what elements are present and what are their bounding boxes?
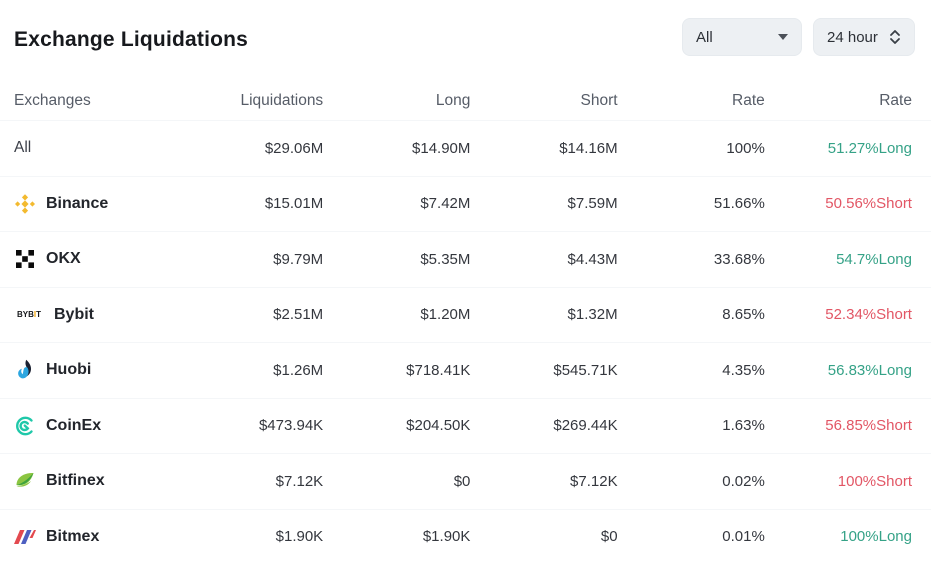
table-row-bitfinex[interactable]: Bitfinex $7.12K $0 $7.12K 0.02% 100%Shor… [0, 453, 931, 509]
exchange-name: Binance [46, 194, 109, 212]
caret-down-icon [778, 34, 788, 40]
rate-value: 51.66% [713, 195, 765, 213]
table-row-binance[interactable]: Binance $15.01M $7.42M $7.59M 51.66% 50.… [0, 175, 931, 232]
side-rate-value: 56.83%Long [827, 361, 912, 379]
long-value: $7.42M [420, 195, 471, 213]
huobi-logo-icon [14, 359, 36, 381]
spinner-updown-icon [889, 29, 901, 45]
binance-logo-icon [14, 193, 36, 215]
short-value: $269.44K [553, 417, 618, 435]
table-row-bitmex[interactable]: Bitmex $1.90K $1.90K $0 0.01% 100%Long [0, 508, 931, 565]
exchange-name: Bybit [54, 305, 94, 323]
bybit-logo-icon: BYBIT [16, 310, 41, 320]
exchange-name: Bitfinex [46, 472, 105, 490]
table-row-okx[interactable]: OKX $9.79M $5.35M $4.43M 33.68% 54.7%Lon… [0, 231, 931, 287]
long-value: $1.90K [422, 528, 471, 546]
rate-value: 33.68% [713, 250, 765, 268]
rate-value: 4.35% [722, 361, 765, 379]
liquidations-value: $1.26M [273, 361, 324, 379]
liquidations-value: $15.01M [264, 195, 324, 213]
exchange-cell: OKX [14, 248, 176, 270]
filter-controls: All 24 hour [682, 18, 915, 56]
bitmex-logo-icon [14, 526, 36, 548]
exchange-cell: All [14, 139, 176, 157]
side-rate-value: 50.56%Short [825, 195, 912, 213]
symbol-filter-dropdown[interactable]: All [682, 18, 802, 56]
symbol-filter-value: All [696, 28, 713, 46]
page-title: Exchange Liquidations [14, 28, 249, 51]
side-rate-value: 56.85%Short [825, 417, 912, 435]
short-value: $7.12K [570, 472, 618, 490]
liquidations-value: $2.51M [273, 306, 324, 324]
exchange-name: Bitmex [46, 527, 100, 545]
exchange-cell: CoinEx [14, 415, 176, 437]
short-value: $14.16M [559, 139, 618, 157]
liquidations-value: $29.06M [264, 139, 324, 157]
rate-value: 8.65% [722, 306, 765, 324]
side-rate-value: 100%Short [837, 472, 912, 490]
exchange-cell: Bitmex [14, 526, 176, 548]
period-filter-dropdown[interactable]: 24 hour [813, 18, 915, 56]
exchange-name: All [14, 139, 32, 157]
exchange-name: CoinEx [46, 416, 102, 434]
long-value: $718.41K [406, 361, 471, 379]
column-header-rate: Rate [732, 92, 765, 109]
side-rate-value: 100%Long [840, 528, 912, 546]
table-header-row: Exchanges Liquidations Long Short Rate Rate [0, 82, 931, 120]
rate-value: 100% [726, 139, 765, 157]
table-row-coinex[interactable]: CoinEx $473.94K $204.50K $269.44K 1.63% … [0, 397, 931, 454]
table-row-all[interactable]: All $29.06M $14.90M $14.16M 100% 51.27%L… [0, 120, 931, 176]
rate-value: 0.01% [722, 528, 765, 546]
okx-logo-icon [14, 248, 36, 270]
panel-header: Exchange Liquidations All 24 hour [0, 0, 931, 56]
table-row-bybit[interactable]: BYBIT Bybit $2.51M $1.20M $1.32M 8.65% 5… [0, 286, 931, 343]
short-value: $4.43M [567, 250, 618, 268]
coinex-logo-icon [14, 415, 36, 437]
long-value: $204.50K [406, 417, 471, 435]
exchange-name: Huobi [46, 361, 92, 379]
exchange-cell: Binance [14, 193, 176, 215]
column-header-long: Long [435, 92, 471, 109]
column-header-short: Short [580, 92, 618, 109]
exchange-cell: Huobi [14, 359, 176, 381]
short-value: $7.59M [567, 195, 618, 213]
short-value: $545.71K [553, 361, 618, 379]
liquidations-value: $7.12K [275, 472, 324, 490]
exchange-cell: Bitfinex [14, 470, 176, 492]
liquidations-table: Exchanges Liquidations Long Short Rate Rate A… [0, 82, 931, 564]
long-value: $1.20M [420, 306, 471, 324]
side-rate-value: 51.27%Long [827, 139, 912, 157]
rate-value: 0.02% [722, 472, 765, 490]
column-header-rate-side: Rate [879, 92, 912, 109]
short-value: $1.32M [567, 306, 618, 324]
period-filter-value: 24 hour [827, 28, 878, 46]
column-header-exchanges: Exchanges [14, 92, 91, 109]
table-row-huobi[interactable]: Huobi $1.26M $718.41K $545.71K 4.35% 56.… [0, 342, 931, 398]
rate-value: 1.63% [722, 417, 765, 435]
long-value: $0 [453, 472, 471, 490]
exchange-cell: BYBIT Bybit [14, 304, 176, 326]
liquidations-value: $473.94K [258, 417, 324, 435]
short-value: $0 [600, 528, 618, 546]
side-rate-value: 52.34%Short [825, 306, 912, 324]
liquidations-value: $1.90K [275, 528, 324, 546]
column-header-liquidations: Liquidations [240, 92, 324, 109]
exchange-name: OKX [46, 250, 81, 268]
long-value: $5.35M [420, 250, 471, 268]
liquidations-value: $9.79M [273, 250, 324, 268]
bitfinex-logo-icon [14, 470, 36, 492]
long-value: $14.90M [412, 139, 471, 157]
table-body: All $29.06M $14.90M $14.16M 100% 51.27%L… [0, 120, 931, 564]
side-rate-value: 54.7%Long [836, 250, 912, 268]
